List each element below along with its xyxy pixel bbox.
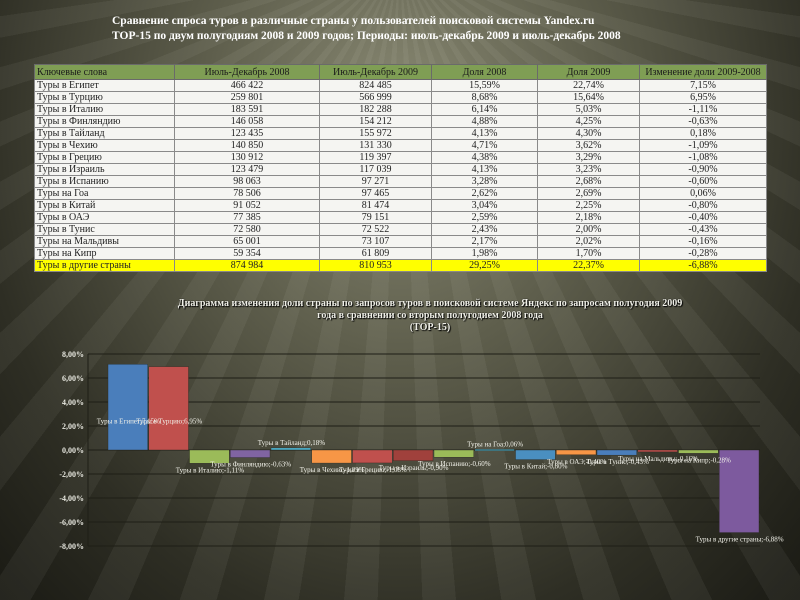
- data-label: Туры в Израиль;-0,90%: [379, 464, 449, 472]
- chart-bar: [556, 449, 597, 456]
- y-tick-label: 0,00%: [62, 446, 84, 455]
- y-tick-label: 6,00%: [62, 374, 84, 383]
- table-row: Туры в Израиль 123 479 117 039 4,13% 3,23% -0…: [34, 163, 767, 176]
- tours-table: Ключевые слова Июль-Декабрь 2008 Июль-Де…: [34, 64, 767, 272]
- chart-bar: [393, 449, 434, 462]
- chart-bar: [596, 449, 637, 456]
- table-row: Туры в Финляндию 146 058 154 212 4,88% 4,25%…: [34, 115, 767, 128]
- chart-title: Диаграмма изменения доли страны по запро…: [110, 298, 750, 334]
- table-header-row: Ключевые слова Июль-Декабрь 2008 Июль-Де…: [34, 64, 767, 80]
- data-label: Туры в Финляндию;-0,63%: [210, 461, 291, 469]
- table-cell: 22,37%: [537, 259, 640, 272]
- data-label: Туры в Испанию;-0,60%: [418, 460, 491, 468]
- data-label: Туры в Египет;7,15%: [97, 418, 160, 426]
- y-tick-label: -8,00%: [59, 542, 84, 551]
- chart-title-line-1: Диаграмма изменения доли страны по запро…: [177, 298, 683, 309]
- y-tick-label: -6,00%: [59, 518, 84, 527]
- column-header-keywords: Ключевые слова: [34, 64, 175, 80]
- table-body: Туры в Египет 466 422 824 485 15,59% 22,74% 7…: [34, 79, 767, 272]
- chart-bar: [189, 449, 230, 464]
- data-label: Туры в Тунис;-0,43%: [586, 458, 649, 466]
- table-row: Туры на Мальдивы 65 001 73 107 2,17% 2,02% -0…: [34, 235, 767, 248]
- data-label: Туры в Тайланд;0,18%: [258, 439, 325, 447]
- data-label: Туры в Турцию;6,95%: [136, 418, 202, 426]
- y-tick-label: -2,00%: [59, 470, 84, 479]
- table-cell-keyword: Туры в другие страны: [34, 259, 175, 272]
- column-header-share-2009: Доля 2009: [537, 64, 640, 80]
- data-label: Туры на Кипр;-0,28%: [667, 456, 731, 464]
- y-tick-label: 8,00%: [62, 350, 84, 359]
- table-cell: 29,25%: [431, 259, 538, 272]
- data-label: Туры в другие страны;-6,88%: [696, 536, 784, 544]
- table-row: Туры в Тунис 72 580 72 522 2,43% 2,00% -0,43%: [34, 223, 767, 236]
- chart-bar: [637, 449, 678, 453]
- chart-bar: [352, 449, 393, 464]
- column-header-share-2008: Доля 2008: [431, 64, 538, 80]
- chart-bar: [107, 364, 148, 451]
- table-cell: 810 953: [319, 259, 432, 272]
- chart-title-line-3: (ТОР-15): [409, 322, 451, 333]
- title-line-1: Сравнение спроса туров в различные стран…: [112, 15, 595, 27]
- y-tick-label: -4,00%: [59, 494, 84, 503]
- data-label: Туры на Мальдивы;-0,16%: [618, 455, 698, 463]
- chart-title-line-2: года в сравнении со вторым полугодием 20…: [317, 310, 543, 321]
- data-label: Туры в ОАЭ;-0,40%: [547, 458, 606, 466]
- data-label: Туры в Китай;-0,80%: [504, 463, 567, 471]
- chart-bar: [719, 449, 760, 533]
- table-cell: -6,88%: [639, 259, 767, 272]
- page-title: Сравнение спроса туров в различные стран…: [112, 14, 792, 44]
- column-header-2008: Июль-Декабрь 2008: [174, 64, 320, 80]
- title-line-2: ТОР-15 по двум полугодиям 2008 и 2009 го…: [112, 30, 621, 42]
- chart-bar: [270, 447, 311, 451]
- table-row: Туры в другие страны 874 984 810 953 29,25%…: [34, 259, 767, 272]
- chart-bar: [230, 449, 271, 458]
- data-label: Туры на Гоа;0,06%: [467, 440, 523, 448]
- chart-bar: [311, 449, 352, 464]
- y-tick-label: 4,00%: [62, 398, 84, 407]
- table-row: Туры на Кипр 59 354 61 809 1,98% 1,70% -0,28%: [34, 247, 767, 260]
- chart-bar: [148, 366, 189, 451]
- column-header-share-change: Изменение доли 2009-2008: [639, 64, 767, 80]
- table-row: Туры на Гоа 78 506 97 465 2,62% 2,69% 0,06%: [34, 187, 767, 200]
- chart-bar: [678, 449, 719, 454]
- chart-bar: [474, 449, 515, 451]
- data-label: Туры в Италию;-1,11%: [176, 466, 245, 474]
- data-label: Туры в Грецию;-1,08%: [339, 466, 407, 474]
- y-tick-label: 2,00%: [62, 422, 84, 431]
- table-cell: 874 984: [174, 259, 320, 272]
- data-label: Туры в Чехию;-1,09%: [300, 466, 365, 474]
- chart-bar: [433, 449, 474, 458]
- table-row: Туры в Грецию 130 912 119 397 4,38% 3,29% -1,…: [34, 151, 767, 164]
- chart-bar: [515, 449, 556, 460]
